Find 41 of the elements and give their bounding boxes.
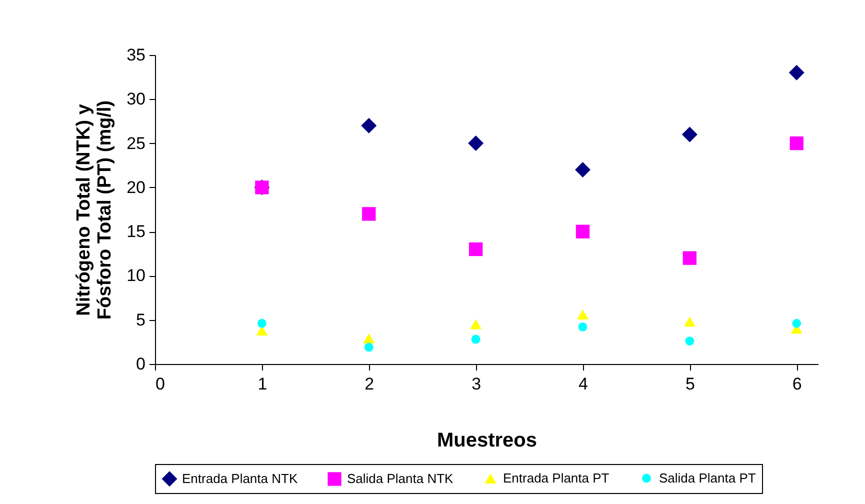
point: [576, 310, 589, 320]
point: [468, 242, 483, 256]
x-tick-label: 5: [685, 374, 695, 394]
point: [578, 322, 588, 332]
point: [364, 342, 374, 352]
x-axis-title: Muestreos: [436, 430, 538, 452]
point: [792, 318, 802, 328]
x-tick-label: 2: [364, 374, 374, 394]
x-tick-label: 0: [156, 374, 165, 394]
y-tick-label: 30: [126, 90, 146, 109]
y-tick-label: 15: [126, 222, 146, 242]
point: [788, 64, 804, 80]
legend-label: Salida Planta PT: [659, 470, 756, 486]
y-tick-label: 0: [136, 354, 146, 374]
point: [471, 334, 480, 344]
point: [685, 336, 694, 346]
x-tick-label: 1: [258, 374, 268, 394]
x-tick-label: 4: [578, 374, 588, 394]
point: [790, 136, 804, 150]
y-tick-label: 20: [126, 178, 146, 197]
point: [363, 333, 375, 344]
point: [362, 207, 376, 221]
point: [361, 118, 377, 134]
point: [468, 136, 484, 152]
y-tick-label: 25: [126, 134, 146, 153]
y-tick-label: 10: [126, 266, 146, 286]
legend-label: Entrada Planta PT: [503, 470, 610, 486]
x-tick-label: 3: [472, 374, 482, 394]
legend-label: Salida Planta NTK: [347, 471, 454, 486]
point: [684, 316, 696, 327]
point: [574, 162, 590, 178]
point: [682, 251, 697, 265]
point: [257, 318, 266, 328]
legend-label: Entrada Planta NTK: [182, 470, 298, 486]
y-tick-label: 35: [126, 46, 146, 64]
x-tick-label: 6: [792, 374, 802, 394]
y-axis-title: Nitrógeno Total (NTK) y Fósforo Total (PT) (mg/l): [74, 100, 116, 320]
point: [682, 126, 698, 142]
point: [470, 319, 482, 330]
y-tick-label: 5: [136, 310, 146, 330]
point: [576, 224, 590, 238]
